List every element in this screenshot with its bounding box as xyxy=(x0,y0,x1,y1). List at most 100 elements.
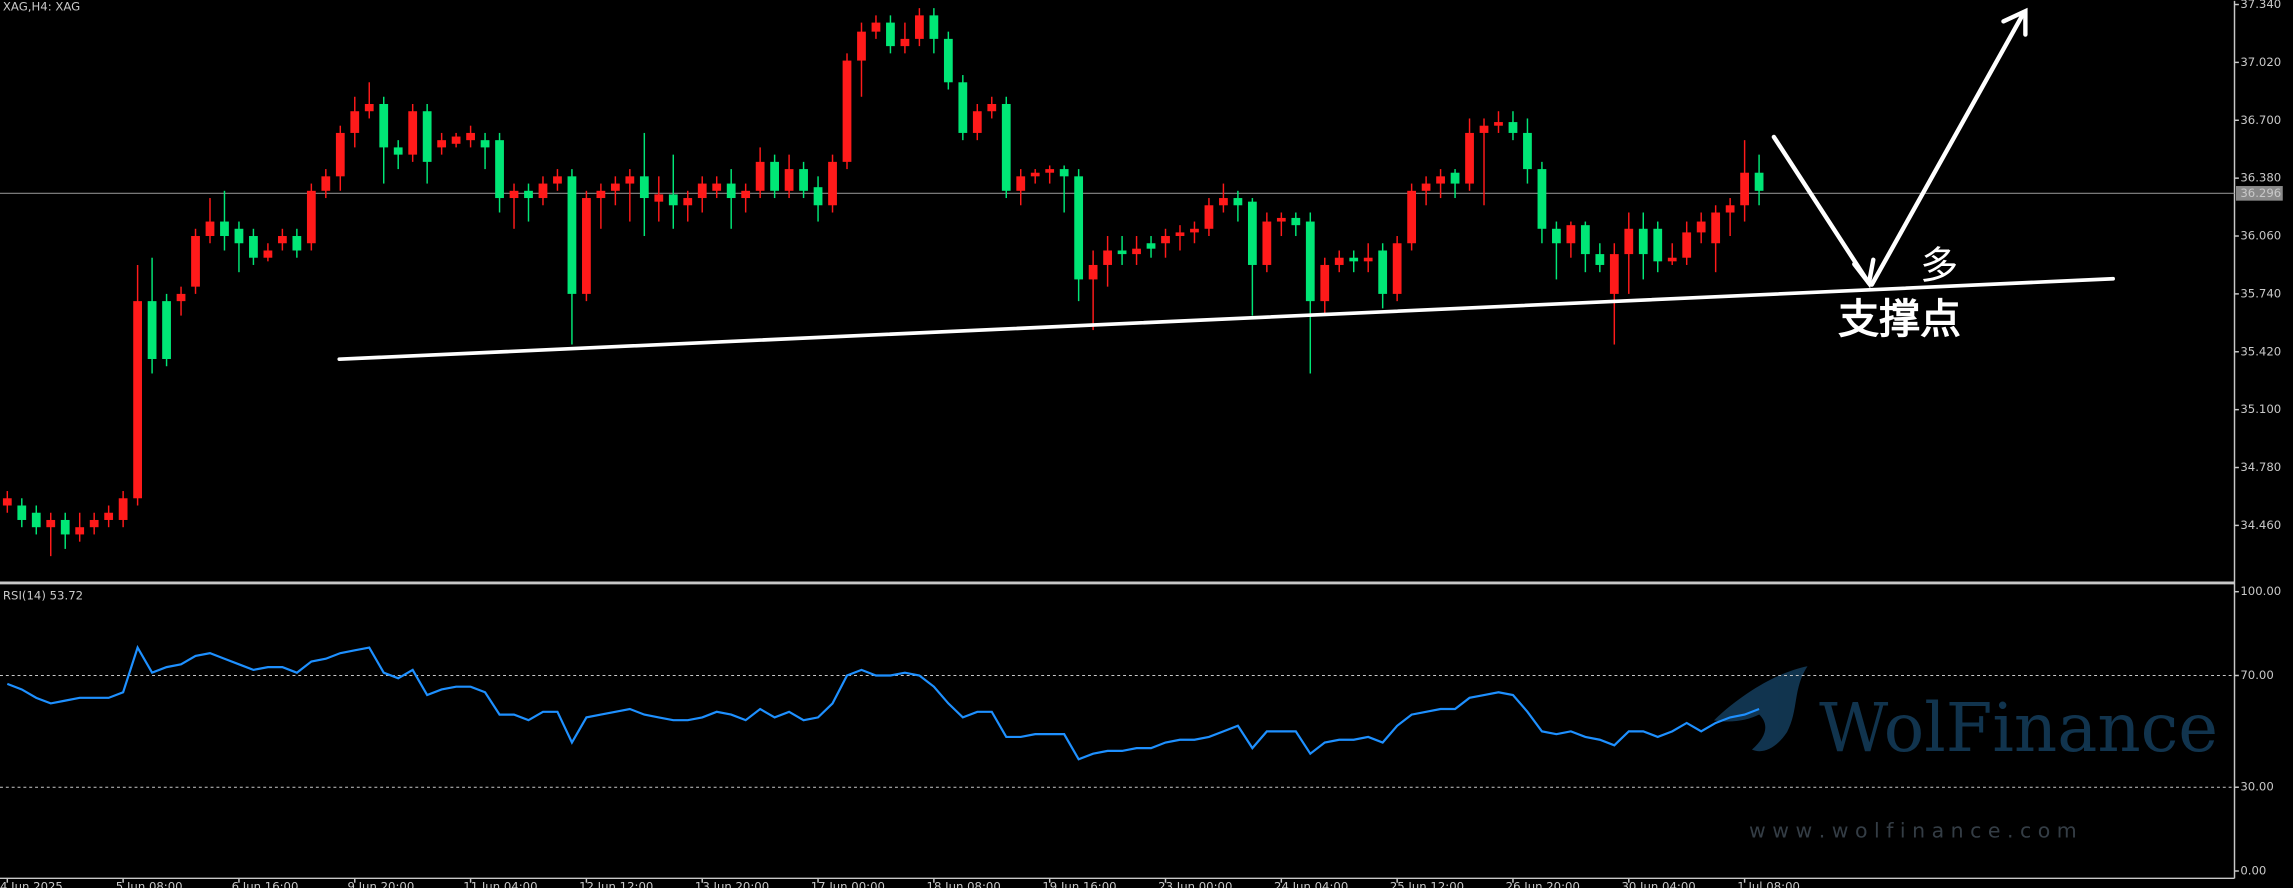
candle-body xyxy=(943,38,953,83)
candle-body xyxy=(524,190,533,199)
candle-body xyxy=(1146,243,1156,249)
candle-body xyxy=(610,183,620,191)
candle-body xyxy=(480,140,490,148)
candle-body xyxy=(118,498,128,520)
candle-body xyxy=(1407,190,1417,244)
candle-body xyxy=(509,190,519,199)
candle-body xyxy=(104,512,114,520)
candle-body xyxy=(466,132,475,141)
candle-body xyxy=(1450,172,1460,184)
support-line xyxy=(337,276,2115,362)
y-tick-label: 35.740 xyxy=(2240,286,2281,300)
candle-body xyxy=(1667,257,1677,262)
candle-body xyxy=(393,147,403,155)
candle-body xyxy=(553,176,562,184)
candle-body xyxy=(133,301,142,499)
x-tick-label: 11 Jun 04:00 xyxy=(463,880,537,888)
candle-body xyxy=(741,190,751,199)
candle-body xyxy=(1363,257,1373,262)
arrow-down xyxy=(1771,134,1872,286)
candle-body xyxy=(625,176,635,184)
candle-body xyxy=(1059,169,1069,177)
candle-body xyxy=(900,38,910,47)
candle-body xyxy=(451,136,461,144)
x-tick-label: 4 Jun 2025 xyxy=(0,880,63,888)
candle-body xyxy=(191,236,200,287)
y-tick-label: 37.020 xyxy=(2240,55,2281,69)
candle-body xyxy=(1523,132,1532,170)
annotation: 多 xyxy=(1920,244,1958,288)
candle-body xyxy=(1682,232,1692,258)
watermark-text: WolFinance xyxy=(1819,689,2218,767)
candle-body xyxy=(75,527,85,535)
x-tick-label: 13 Jun 20:00 xyxy=(695,880,769,888)
arrow-head xyxy=(1852,257,1876,289)
y-tick-label: 35.420 xyxy=(2240,344,2281,358)
candle-body xyxy=(929,15,939,39)
x-tick-label: 23 Jun 00:00 xyxy=(1158,880,1232,888)
candle-body xyxy=(1001,103,1011,191)
candle-body xyxy=(162,301,171,360)
candle-body xyxy=(89,519,99,528)
candle-body xyxy=(1638,228,1648,255)
candle-body xyxy=(1117,250,1127,255)
candle-body xyxy=(306,190,316,244)
candle-body xyxy=(639,176,649,199)
candle-body xyxy=(770,161,780,191)
y-tick-label: 35.100 xyxy=(2240,402,2281,416)
candle-body xyxy=(1392,243,1402,294)
candle-body xyxy=(1219,198,1228,206)
candle-body xyxy=(871,22,881,32)
candle-body xyxy=(712,183,722,191)
candle-body xyxy=(1204,205,1214,229)
y-tick-label: 34.780 xyxy=(2240,460,2281,474)
y-tick-label: 30.00 xyxy=(2240,780,2273,794)
candle-body xyxy=(1494,122,1503,126)
candle-body xyxy=(972,111,982,133)
candle-body xyxy=(379,103,389,148)
x-tick-label: 9 Jun 20:00 xyxy=(347,880,414,888)
candle-body xyxy=(263,250,273,258)
watermark-url: w w w . w o l f i n a n c e . c o m xyxy=(1749,818,2077,842)
candle-body xyxy=(422,111,432,162)
candle-body xyxy=(205,221,215,237)
candle-body xyxy=(1132,248,1141,255)
candle-body xyxy=(697,183,707,199)
candle-body xyxy=(1537,169,1547,229)
x-tick-label: 30 Jun 04:00 xyxy=(1621,880,1695,888)
candle-body xyxy=(1465,132,1474,184)
candle-body xyxy=(46,519,56,528)
candle-body xyxy=(886,22,895,47)
candle-body xyxy=(1580,225,1590,255)
rsi-line xyxy=(6,644,1760,761)
candle-body xyxy=(495,140,504,199)
y-tick-label: 36.700 xyxy=(2240,113,2281,127)
candle-body xyxy=(1175,232,1185,237)
candle-body xyxy=(1305,221,1315,302)
x-tick-label: 18 Jun 08:00 xyxy=(927,880,1001,888)
candle-body xyxy=(17,505,27,520)
candle-body xyxy=(668,194,678,206)
annotation: 支撑点 xyxy=(1838,295,1961,343)
x-tick-label: 1 Jul 08:00 xyxy=(1737,880,1800,888)
candle-body xyxy=(1552,228,1561,244)
candle-body xyxy=(408,111,418,155)
candle-body xyxy=(176,293,186,302)
candle-body xyxy=(1247,201,1257,265)
candle-body xyxy=(784,169,794,191)
candle-body xyxy=(1609,254,1619,294)
arrow-up xyxy=(1869,10,2027,287)
candle-body xyxy=(1349,257,1359,262)
candle-body xyxy=(437,140,447,148)
y-tick-label: 70.00 xyxy=(2240,668,2273,682)
candle-body xyxy=(1103,250,1112,265)
x-tick-label: 19 Jun 16:00 xyxy=(1042,880,1116,888)
candle-body xyxy=(1030,172,1040,177)
candle-body xyxy=(1436,176,1445,184)
candle-body xyxy=(1595,254,1605,265)
candle-body xyxy=(1653,228,1663,262)
candle-body xyxy=(567,176,577,294)
candle-body xyxy=(1190,228,1199,233)
